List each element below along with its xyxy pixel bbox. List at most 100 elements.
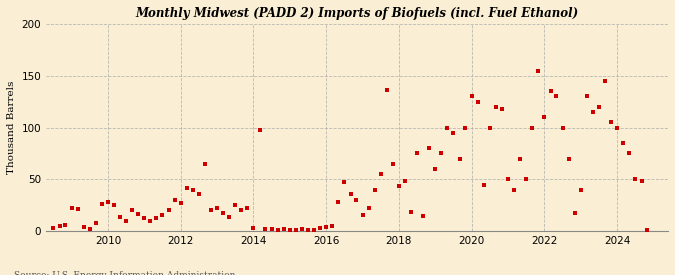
Point xyxy=(424,146,435,150)
Point xyxy=(496,107,507,111)
Point xyxy=(533,68,543,73)
Point xyxy=(139,216,150,220)
Point xyxy=(582,94,593,99)
Point xyxy=(127,208,138,213)
Point xyxy=(375,172,386,176)
Point xyxy=(308,228,319,232)
Point xyxy=(182,185,192,190)
Point xyxy=(176,201,186,205)
Point xyxy=(460,125,471,130)
Point xyxy=(133,211,144,216)
Point xyxy=(503,177,514,182)
Point xyxy=(381,88,392,92)
Point xyxy=(430,167,441,171)
Point xyxy=(363,206,374,211)
Point xyxy=(539,115,550,119)
Point xyxy=(296,227,307,231)
Point xyxy=(115,214,126,219)
Point xyxy=(454,156,465,161)
Point xyxy=(545,89,556,94)
Point xyxy=(284,228,295,232)
Text: Source: U.S. Energy Information Administration: Source: U.S. Energy Information Administ… xyxy=(14,271,235,275)
Point xyxy=(273,228,284,232)
Point xyxy=(618,141,628,145)
Point xyxy=(290,228,301,232)
Point xyxy=(357,212,368,217)
Point xyxy=(200,162,211,166)
Point xyxy=(521,177,532,182)
Point xyxy=(630,177,641,182)
Point xyxy=(491,104,502,109)
Point xyxy=(230,203,241,207)
Point xyxy=(345,192,356,196)
Point xyxy=(84,227,95,231)
Point xyxy=(448,131,459,135)
Point xyxy=(400,179,410,184)
Point xyxy=(321,225,331,229)
Point xyxy=(557,125,568,130)
Title: Monthly Midwest (PADD 2) Imports of Biofuels (incl. Fuel Ethanol): Monthly Midwest (PADD 2) Imports of Biof… xyxy=(136,7,578,20)
Point xyxy=(60,223,71,227)
Point xyxy=(339,180,350,185)
Point xyxy=(72,207,83,212)
Point xyxy=(327,224,338,228)
Point xyxy=(369,188,380,192)
Point xyxy=(509,188,520,192)
Point xyxy=(612,125,622,130)
Point xyxy=(121,219,132,223)
Point xyxy=(351,198,362,202)
Point xyxy=(624,151,634,156)
Point xyxy=(242,206,252,211)
Point xyxy=(48,226,59,230)
Point xyxy=(593,104,604,109)
Point xyxy=(485,125,495,130)
Point xyxy=(569,210,580,215)
Point xyxy=(169,198,180,202)
Point xyxy=(605,120,616,125)
Point xyxy=(254,127,265,132)
Point xyxy=(218,210,229,215)
Point xyxy=(551,94,562,99)
Point xyxy=(442,125,453,130)
Point xyxy=(599,79,610,83)
Point xyxy=(266,227,277,231)
Point xyxy=(387,162,398,166)
Point xyxy=(436,151,447,156)
Point xyxy=(514,156,525,161)
Point xyxy=(145,219,156,223)
Point xyxy=(278,227,289,231)
Point xyxy=(151,216,162,220)
Y-axis label: Thousand Barrels: Thousand Barrels xyxy=(7,81,16,174)
Point xyxy=(412,151,423,156)
Point xyxy=(212,206,223,211)
Point xyxy=(223,214,234,219)
Point xyxy=(466,94,477,99)
Point xyxy=(236,208,247,213)
Point xyxy=(97,202,107,207)
Point xyxy=(260,227,271,231)
Point xyxy=(66,206,77,211)
Point xyxy=(194,192,205,196)
Point xyxy=(90,221,101,225)
Point xyxy=(333,200,344,204)
Point xyxy=(418,213,429,218)
Point xyxy=(103,200,113,204)
Point xyxy=(302,228,313,232)
Point xyxy=(248,226,259,230)
Point xyxy=(406,209,416,214)
Point xyxy=(187,188,198,192)
Point xyxy=(636,179,647,184)
Point xyxy=(479,182,489,187)
Point xyxy=(109,203,119,207)
Point xyxy=(642,228,653,232)
Point xyxy=(78,225,89,229)
Point xyxy=(54,224,65,228)
Point xyxy=(157,212,168,217)
Point xyxy=(587,110,598,114)
Point xyxy=(564,156,574,161)
Point xyxy=(575,188,586,192)
Point xyxy=(394,183,404,188)
Point xyxy=(527,125,538,130)
Point xyxy=(472,100,483,104)
Point xyxy=(163,208,174,213)
